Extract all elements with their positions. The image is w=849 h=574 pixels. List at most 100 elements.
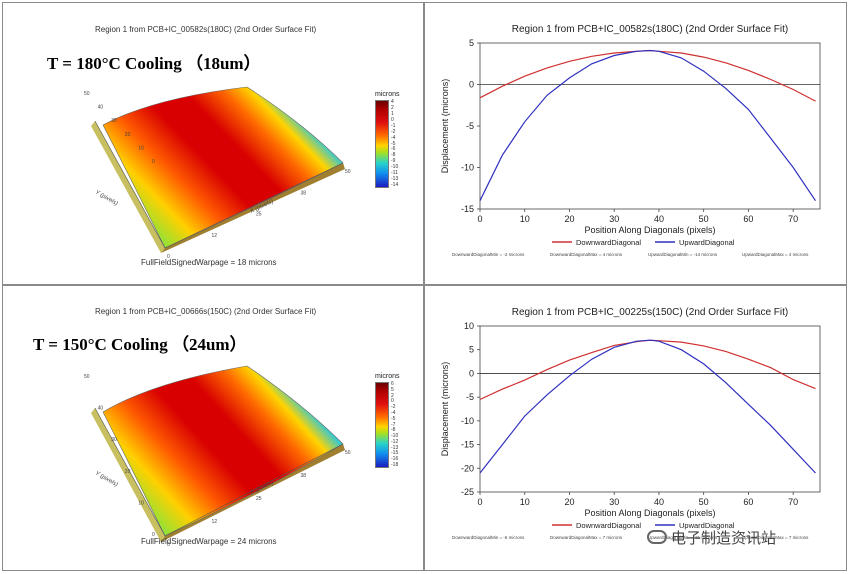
y-tick-label: 5: [469, 345, 474, 355]
x-tick-label: 25: [256, 496, 262, 502]
condition-heading: T = 150°C Cooling （24um）: [33, 335, 247, 354]
y-tick-label: -25: [461, 487, 474, 497]
chart-title: Region 1 from PCB+IC_00582s(180C) (2nd O…: [512, 24, 789, 35]
x-tick-label: 12: [212, 233, 218, 239]
colorbar-tick: 5: [391, 386, 394, 393]
x-tick-label: 0: [477, 497, 482, 507]
y-tick-label: 50: [84, 91, 90, 97]
x-tick-label: 40: [654, 497, 664, 507]
y-tick-label: -15: [461, 204, 474, 214]
colorbar-ticks: 6 5 2 0 -2 -4 -5 -7 -8 -10 -12 -13 -15 -16 -18: [391, 382, 411, 468]
colorbar-tick: -7: [391, 421, 396, 428]
plot-frame: [479, 325, 821, 493]
colorbar-tick: -14: [391, 182, 399, 188]
warpage-caption: FullFieldSignedWarpage = 18 microns: [141, 258, 277, 267]
y-tick-label: 0: [469, 368, 474, 378]
colorbar-tick: 2: [391, 104, 394, 111]
colorbar-tick: -18: [391, 462, 399, 468]
y-axis-label: Displacement (microns): [440, 362, 450, 457]
x-tick-label: 20: [564, 497, 574, 507]
y-tick-label: 30: [111, 118, 117, 124]
y-tick-label: 0: [152, 159, 155, 165]
y-tick-label: 20: [125, 469, 131, 475]
series-line-upwarddiagonal: [479, 49, 816, 202]
colorbar-tick: -5: [391, 415, 396, 422]
x-tick-label: 0: [167, 254, 170, 260]
displacement-chart-150c: Region 1 from PCB+IC_00225s(150C) (2nd O…: [440, 307, 821, 540]
legend-entry: UpwardDiagonal: [679, 521, 735, 530]
y-tick-label: 50: [84, 374, 90, 380]
warpage-caption: FullFieldSignedWarpage = 24 microns: [141, 537, 277, 546]
wechat-icon: [647, 530, 667, 544]
watermark-text: 电子制造资讯站: [671, 530, 777, 547]
series-line-downwarddiagonal: [479, 339, 816, 401]
colorbar-tick: -2: [391, 404, 396, 411]
colorbar-tick: -8: [391, 427, 396, 434]
y-tick-label: 5: [469, 38, 474, 48]
colorbar-tick: -11: [391, 170, 398, 177]
colorbar-tick: -9: [391, 158, 396, 165]
condition-heading: T = 180°C Cooling （18um）: [47, 54, 261, 73]
x-axis-label: Position Along Diagonals (pixels): [584, 225, 715, 235]
y-tick-label: 0: [469, 80, 474, 90]
colorbar-tick: -12: [391, 438, 399, 445]
colorbar-tick: -10: [391, 164, 399, 171]
colorbar-tick: -13: [391, 444, 399, 451]
displacement-chart-180c: Region 1 from PCB+IC_00582s(180C) (2nd O…: [440, 24, 821, 257]
surface-side-front: [161, 163, 345, 253]
stats-label: UpwardDiagonalMin = -21 microns: [648, 535, 718, 540]
y-tick-label: 40: [98, 105, 104, 111]
colorbar: [375, 382, 389, 468]
x-tick-label: 60: [743, 214, 753, 224]
colorbar-tick: -6: [391, 146, 396, 153]
x-tick-label: 50: [699, 214, 709, 224]
colorbar-tick: 0: [391, 398, 394, 405]
y-tick-label: -5: [466, 121, 474, 131]
colorbar-tick: 4: [391, 99, 394, 105]
y-axis-label: Displacement (microns): [440, 79, 450, 174]
y-tick-label: 40: [98, 406, 104, 412]
stats-label: UpwardDiagonalMax = 7 microns: [742, 535, 809, 540]
y-tick-label: 10: [464, 321, 474, 331]
stats-label: UpwardDiagonalMin = -14 microns: [648, 252, 718, 257]
colorbar: [375, 100, 389, 188]
colorbar-ticks: 4 2 1 0 -1 -2 -4 -5 -6 -8 -9 -10 -11 -13 -14: [391, 100, 411, 188]
y-tick-label: -10: [461, 416, 474, 426]
heatmap-panel-180c: Region 1 from PCB+IC_00582s(180C) (2nd O…: [2, 2, 424, 285]
x-tick-label: 10: [520, 214, 530, 224]
colorbar-tick: 0: [391, 116, 394, 123]
colorbar-tick: -15: [391, 450, 399, 457]
y-tick-label: 0: [152, 532, 155, 538]
x-tick-label: 60: [743, 497, 753, 507]
colorbar-tick: 6: [391, 381, 394, 387]
x-tick-label: 30: [609, 497, 619, 507]
colorbar-label: microns: [375, 91, 400, 98]
x-tick-label: 38: [301, 190, 307, 196]
x-tick-label: 0: [167, 542, 170, 548]
colorbar-tick: -1: [391, 122, 396, 129]
x-tick-label: 25: [256, 212, 262, 218]
chart-title: Region 1 from PCB+IC_00225s(150C) (2nd O…: [512, 307, 789, 318]
x-tick-label: 38: [301, 473, 307, 479]
colorbar-tick: -5: [391, 140, 396, 147]
legend-entry: DownwardDiagonal: [576, 521, 641, 530]
y-tick-label: 10: [138, 145, 144, 151]
x-tick-label: 70: [788, 214, 798, 224]
x-tick-label: 70: [788, 497, 798, 507]
y-tick-label: 30: [111, 437, 117, 443]
stats-label: UpwardDiagonalMax = 4 microns: [742, 252, 809, 257]
y-tick-label: -20: [461, 463, 474, 473]
x-tick-label: 50: [345, 450, 351, 456]
y-axis-label: Y (pixels): [94, 190, 119, 208]
colorbar-label: microns: [375, 373, 400, 380]
x-tick-label: 10: [520, 497, 530, 507]
y-axis-label: Y (pixels): [94, 471, 119, 489]
x-tick-label: 0: [477, 214, 482, 224]
x-tick-label: 50: [699, 497, 709, 507]
plot-frame: [479, 42, 821, 210]
surface-side-left: [91, 408, 165, 542]
stats-label: DownwardDiagonalMin = -2 microns: [452, 252, 525, 257]
stats-label: DownwardDiagonalMax = 7 microns: [550, 535, 623, 540]
